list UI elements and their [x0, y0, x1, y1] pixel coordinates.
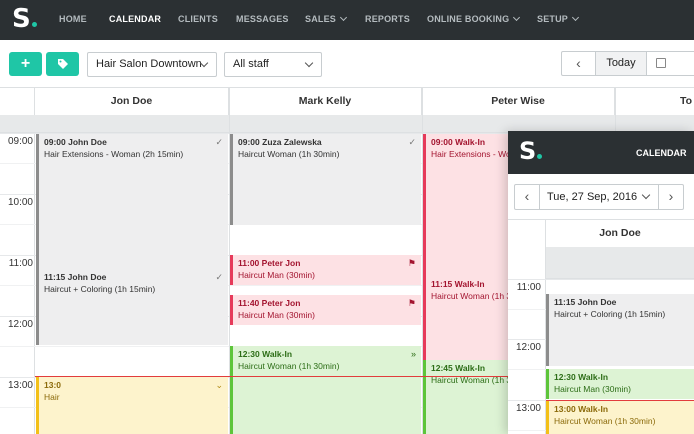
appointment[interactable]: 13:00 Walk-In Haircut Woman (1h 30min) [546, 401, 694, 434]
chevron-left-icon: ‹ [576, 55, 581, 71]
nav-sales[interactable]: SALES [305, 13, 348, 24]
location-select[interactable]: Hair Salon Downtown [87, 52, 217, 77]
nav-home[interactable]: HOME [59, 14, 87, 24]
column-divider [229, 88, 230, 434]
nav-online-booking[interactable]: ONLINE BOOKING [427, 13, 521, 24]
mobile-all-day-row [546, 247, 694, 279]
time-label: 12:00 [515, 342, 541, 353]
flag-icon: ⚑ [407, 298, 416, 308]
mobile-date-select[interactable]: Tue, 27 Sep, 2016 [547, 191, 638, 203]
time-label: 13:00 [7, 380, 33, 391]
checkmark-icon: ✓ [408, 137, 416, 147]
flag-icon: ⚑ [407, 258, 416, 268]
time-label: 10:00 [7, 197, 33, 208]
appointment[interactable]: 13:0 Hair ⌄ [36, 377, 228, 434]
mobile-logo[interactable]: S [519, 137, 543, 165]
mobile-grid: Jon Doe 11:00 12:00 13:00 11:15 John Doe… [508, 219, 694, 434]
time-label: 12:00 [7, 319, 33, 330]
column-divider [545, 220, 546, 434]
time-column [0, 88, 35, 434]
chevron-down-icon [571, 13, 580, 22]
staff-select[interactable]: All staff [224, 52, 322, 77]
appointment[interactable]: 09:00 John Doe Hair Extensions - Woman (… [36, 134, 228, 269]
appointment[interactable]: 11:15 John Doe Haircut + Coloring (1h 15… [36, 269, 228, 345]
appointment[interactable]: 11:15 John Doe Haircut + Coloring (1h 15… [546, 294, 694, 366]
logo-dot [537, 154, 543, 159]
logo-dot [31, 22, 37, 27]
chevron-left-icon: ‹ [524, 188, 530, 204]
chevron-down-icon: ⌄ [215, 380, 223, 390]
appointment[interactable]: 12:30 Walk-In Haircut Man (30min) [546, 369, 694, 399]
mobile-date-bar: ‹ Tue, 27 Sep, 2016 › [514, 184, 684, 210]
date-navigator: ‹ Today [561, 51, 694, 76]
mobile-title: CALENDAR [636, 148, 687, 158]
column-divider [422, 88, 423, 434]
column-header-jon-doe: Jon Doe [35, 88, 229, 115]
grid-line [0, 285, 694, 286]
time-label: 09:00 [7, 136, 33, 147]
nav-reports[interactable]: REPORTS [365, 14, 410, 24]
mobile-prev-button[interactable]: ‹ [515, 185, 540, 209]
grid-line [0, 133, 694, 134]
current-time-line [35, 376, 694, 377]
appointment[interactable]: 11:40 Peter Jon Haircut Man (30min) ⚑ [230, 295, 421, 325]
nav-setup[interactable]: SETUP [537, 13, 580, 24]
nav-messages[interactable]: MESSAGES [236, 14, 289, 24]
column-header-fourth: To [615, 88, 694, 115]
nav-clients[interactable]: CLIENTS [178, 14, 218, 24]
current-time-line [546, 400, 694, 401]
nav-calendar[interactable]: CALENDAR [109, 14, 162, 24]
chevron-down-icon [641, 190, 651, 200]
mobile-column-header: Jon Doe [546, 220, 694, 247]
mobile-next-button[interactable]: › [658, 185, 683, 209]
time-label: 11:00 [516, 282, 541, 293]
grid-line [508, 279, 694, 280]
checkmark-icon: ✓ [215, 137, 223, 147]
chevron-down-icon [513, 13, 521, 22]
app-logo[interactable]: S [12, 4, 37, 34]
appointment[interactable]: 12:30 Walk-In Haircut Woman (1h 30min) » [230, 346, 421, 434]
mobile-preview: S CALENDAR ‹ Tue, 27 Sep, 2016 › Jon Doe… [508, 131, 694, 434]
tag-button[interactable] [46, 52, 79, 76]
chevron-down-icon [304, 58, 314, 68]
column-header-mark-kelly: Mark Kelly [229, 88, 422, 115]
time-label: 13:00 [515, 403, 541, 414]
checkmark-icon: ✓ [215, 272, 223, 282]
all-day-row [0, 115, 694, 133]
tag-icon [57, 59, 68, 69]
appointment[interactable]: 11:00 Peter Jon Haircut Man (30min) ⚑ [230, 255, 421, 285]
mobile-nav: S CALENDAR [508, 131, 694, 174]
today-button[interactable]: Today [596, 52, 647, 75]
time-label: 11:00 [8, 258, 33, 269]
chevron-down-icon [339, 13, 348, 22]
calendar-icon[interactable] [656, 58, 666, 68]
chevron-right-icon: » [410, 349, 416, 359]
add-button[interactable]: + [9, 52, 42, 76]
top-nav: S HOME CALENDAR CLIENTS MESSAGES SALES R… [0, 0, 694, 40]
appointment[interactable]: 09:00 Zuza Zalewska Haircut Woman (1h 30… [230, 134, 421, 225]
chevron-right-icon: › [668, 188, 674, 204]
prev-day-button[interactable]: ‹ [562, 52, 596, 75]
column-header-peter-wise: Peter Wise [422, 88, 615, 115]
